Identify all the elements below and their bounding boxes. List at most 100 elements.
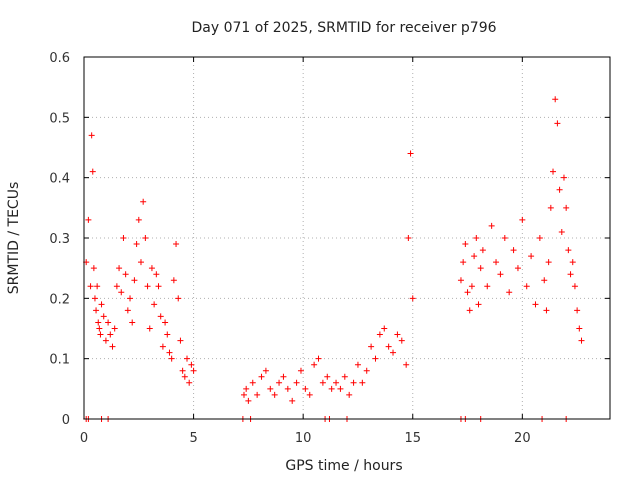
data-point [146, 325, 153, 332]
data-point [168, 355, 175, 362]
data-point [249, 379, 256, 386]
data-point [466, 307, 473, 314]
data-point [547, 204, 554, 211]
data-point [464, 289, 471, 296]
data-point [324, 373, 331, 380]
data-points [83, 96, 585, 422]
data-point [514, 265, 521, 272]
x-axis-label: GPS time / hours [285, 458, 402, 474]
data-point [262, 367, 269, 374]
data-point [254, 391, 261, 398]
data-point [501, 235, 508, 241]
data-point [144, 283, 151, 290]
data-point [569, 259, 576, 266]
data-point [319, 379, 326, 386]
data-point [550, 168, 557, 175]
data-point [173, 241, 180, 248]
data-point [188, 361, 195, 368]
data-point [457, 277, 464, 284]
data-point [159, 343, 166, 350]
data-point [405, 235, 412, 241]
data-point [394, 331, 401, 338]
data-point [122, 271, 129, 278]
data-point [462, 241, 469, 248]
data-point [243, 385, 250, 392]
data-point [409, 295, 416, 302]
series-SRMTID [83, 96, 585, 404]
data-point [109, 343, 116, 350]
x-tick-label: 0 [80, 431, 88, 446]
data-point [293, 379, 300, 386]
data-point [497, 271, 504, 278]
data-point [493, 259, 500, 266]
data-point [111, 325, 118, 332]
data-point [302, 385, 309, 392]
data-point [333, 379, 340, 386]
y-tick-label: 0.3 [49, 232, 70, 247]
data-point [398, 337, 405, 344]
data-point [157, 313, 164, 320]
data-point [135, 216, 142, 223]
data-point [113, 283, 120, 290]
data-point [186, 379, 193, 386]
data-point [560, 174, 567, 181]
data-point [87, 283, 94, 290]
data-point [190, 367, 197, 374]
data-point [88, 132, 95, 139]
data-point [164, 331, 171, 338]
x-tick-label: 10 [295, 431, 312, 446]
data-point [385, 343, 392, 350]
data-point [85, 216, 92, 223]
data-point [359, 379, 366, 386]
data-point [563, 204, 570, 211]
data-point [151, 301, 158, 308]
data-point [390, 349, 397, 356]
data-point [94, 283, 101, 290]
data-point [541, 277, 548, 284]
data-point [376, 331, 383, 338]
data-point [460, 259, 467, 266]
data-point [184, 355, 191, 362]
data-point [98, 301, 105, 308]
plot-frame [83, 56, 611, 420]
data-point [578, 337, 585, 344]
data-point [129, 319, 136, 326]
data-point [315, 355, 322, 362]
data-point [468, 283, 475, 290]
data-point [337, 385, 344, 392]
data-point [341, 373, 348, 380]
data-point [258, 373, 265, 380]
data-point [484, 283, 491, 290]
data-point [567, 271, 574, 278]
data-point [372, 355, 379, 362]
data-point [523, 283, 530, 290]
data-point [118, 289, 125, 296]
data-point [105, 319, 112, 326]
data-point [148, 265, 155, 272]
x-tick-label: 5 [189, 431, 197, 446]
data-point [289, 397, 296, 404]
data-point [536, 235, 543, 241]
data-point [245, 397, 252, 404]
data-point [96, 325, 103, 332]
data-point [510, 247, 517, 254]
data-point [240, 391, 247, 398]
data-point [267, 385, 274, 392]
data-point [131, 277, 138, 284]
data-point [95, 319, 102, 326]
data-point [142, 235, 149, 241]
data-point [153, 271, 160, 278]
data-point [124, 307, 131, 314]
data-point [543, 307, 550, 314]
data-point [350, 379, 357, 386]
data-point [479, 247, 486, 254]
data-point [276, 379, 283, 386]
data-point [574, 307, 581, 314]
x-axis-ticks: 0 5 10 15 20 [80, 57, 531, 446]
data-point [368, 343, 375, 350]
data-point [107, 331, 114, 338]
data-point [565, 247, 572, 254]
data-point [162, 319, 169, 326]
y-tick-label: 0.5 [49, 111, 70, 126]
data-point [381, 325, 388, 332]
